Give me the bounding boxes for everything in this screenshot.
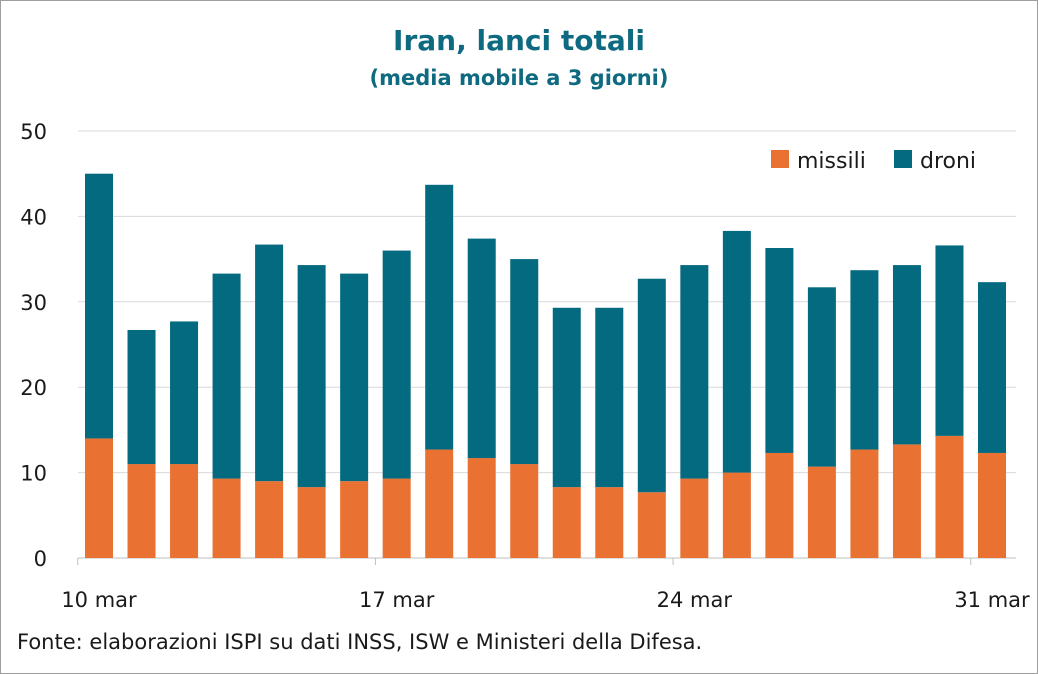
bar-missili-10-mar xyxy=(85,438,113,558)
legend-swatch-missili xyxy=(771,150,789,168)
x-tick-label-24-mar: 24 mar xyxy=(657,588,733,612)
bar-droni-20-mar xyxy=(510,259,539,465)
bar-droni-24-mar xyxy=(680,265,709,479)
bar-droni-18-mar xyxy=(425,184,454,450)
y-tick-label-40: 40 xyxy=(20,205,47,229)
bar-droni-12-mar xyxy=(170,321,199,465)
source-note: Fonte: elaborazioni ISPI su dati INSS, I… xyxy=(17,630,703,654)
bar-droni-21-mar xyxy=(552,307,581,488)
chart-subtitle: (media mobile a 3 giorni) xyxy=(369,66,669,90)
bar-missili-21-mar xyxy=(552,487,581,558)
bar-missili-13-mar xyxy=(212,478,241,558)
y-tick-label-50: 50 xyxy=(20,120,47,144)
y-tick-label-0: 0 xyxy=(34,547,47,571)
bar-droni-19-mar xyxy=(467,238,496,459)
bar-missili-17-mar xyxy=(382,478,411,558)
bar-missili-28-mar xyxy=(850,449,879,558)
bar-droni-26-mar xyxy=(765,247,794,453)
y-tick-label-20: 20 xyxy=(20,376,47,400)
bar-missili-30-mar xyxy=(935,435,964,558)
bar-missili-26-mar xyxy=(765,452,794,558)
bar-droni-25-mar xyxy=(722,230,751,473)
bar-missili-15-mar xyxy=(297,487,326,558)
bar-missili-27-mar xyxy=(807,466,836,558)
bar-droni-11-mar xyxy=(127,329,156,465)
bar-droni-28-mar xyxy=(850,270,879,450)
bar-missili-16-mar xyxy=(340,481,369,558)
legend-label-missili: missili xyxy=(797,149,866,174)
bar-missili-14-mar xyxy=(255,481,284,558)
bar-droni-29-mar xyxy=(892,265,921,445)
bar-droni-16-mar xyxy=(340,273,369,482)
bar-missili-31-mar xyxy=(978,452,1006,558)
bar-droni-14-mar xyxy=(255,244,284,482)
bar-missili-25-mar xyxy=(722,472,751,558)
y-tick-label-10: 10 xyxy=(20,462,47,486)
x-tick-label-10-mar: 10 mar xyxy=(61,588,137,612)
chart-title: Iran, lanci totali xyxy=(393,24,645,57)
bar-droni-15-mar xyxy=(297,265,326,488)
x-tick-label-17-mar: 17 mar xyxy=(359,588,435,612)
bar-droni-31-mar xyxy=(978,282,1006,453)
bar-missili-24-mar xyxy=(680,478,709,558)
bar-droni-13-mar xyxy=(212,273,241,479)
legend-label-droni: droni xyxy=(920,149,976,174)
bar-missili-29-mar xyxy=(892,444,921,558)
bar-droni-27-mar xyxy=(807,287,836,467)
bar-droni-22-mar xyxy=(595,307,624,488)
bar-droni-17-mar xyxy=(382,250,411,479)
bar-missili-20-mar xyxy=(510,464,539,558)
bar-missili-12-mar xyxy=(170,464,199,558)
bar-droni-30-mar xyxy=(935,245,964,436)
bar-droni-23-mar xyxy=(637,278,666,493)
bar-droni-10-mar xyxy=(85,173,113,439)
legend-swatch-droni xyxy=(894,150,912,168)
x-tick-label-31-mar: 31 mar xyxy=(954,588,1030,612)
bar-missili-19-mar xyxy=(467,458,496,558)
bar-missili-23-mar xyxy=(637,492,666,558)
bar-missili-22-mar xyxy=(595,487,624,558)
bar-missili-18-mar xyxy=(425,449,454,558)
bar-missili-11-mar xyxy=(127,464,156,558)
y-tick-label-30: 30 xyxy=(20,291,47,315)
